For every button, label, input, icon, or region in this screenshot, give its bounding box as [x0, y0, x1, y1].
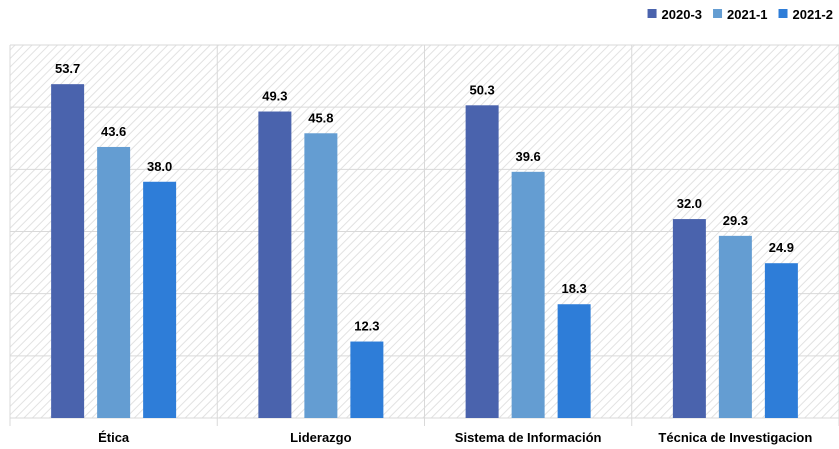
- legend-label: 2021-1: [727, 7, 767, 22]
- bar-2021-1: [304, 133, 338, 418]
- data-label: 32.0: [677, 196, 702, 211]
- bars: [51, 84, 798, 418]
- bar-2021-1: [718, 235, 752, 418]
- data-label: 45.8: [308, 110, 333, 125]
- data-label: 49.3: [262, 89, 287, 104]
- bar-2020-3: [465, 105, 499, 418]
- legend-swatch: [647, 9, 657, 18]
- bar-2020-3: [51, 84, 85, 418]
- x-tick-label: Ética: [98, 430, 130, 445]
- bar-2021-2: [143, 181, 177, 418]
- legend-label: 2021-2: [793, 7, 833, 22]
- bar-2020-3: [672, 219, 706, 418]
- legend: 2021-2 2021-1 2020-3: [647, 7, 833, 22]
- data-label: 18.3: [561, 281, 586, 296]
- bar-2021-1: [511, 171, 545, 418]
- data-label: 29.3: [723, 213, 748, 228]
- legend-swatch: [713, 9, 723, 18]
- legend-swatch: [778, 9, 788, 18]
- data-label: 53.7: [55, 61, 80, 76]
- bar-2021-2: [557, 304, 591, 418]
- bar-2020-3: [258, 111, 292, 418]
- x-tick-label: Liderazgo: [290, 430, 351, 445]
- x-tick-label: Sistema de Información: [455, 430, 602, 445]
- data-label: 43.6: [101, 124, 126, 139]
- x-axis-ticks: Ética Liderazgo Sistema de Información Técn…: [98, 430, 812, 445]
- x-tick-label: Técnica de Investigacion: [658, 430, 812, 445]
- data-label: 24.9: [769, 240, 794, 255]
- data-label: 39.6: [515, 149, 540, 164]
- bar-2021-1: [97, 146, 131, 418]
- legend-label: 2020-3: [662, 7, 702, 22]
- bar-2021-2: [764, 263, 798, 418]
- data-label: 38.0: [147, 159, 172, 174]
- data-labels: 53.7 43.6 38.0 49.3 45.8 12.3 50.3 39.6 18.3 32.0…: [55, 61, 794, 333]
- data-label: 12.3: [354, 319, 379, 334]
- bar-2021-2: [350, 341, 384, 418]
- data-label: 50.3: [469, 82, 494, 97]
